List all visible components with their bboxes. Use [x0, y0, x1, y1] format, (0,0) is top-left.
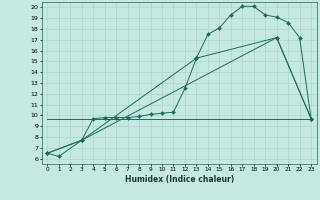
- X-axis label: Humidex (Indice chaleur): Humidex (Indice chaleur): [124, 175, 234, 184]
